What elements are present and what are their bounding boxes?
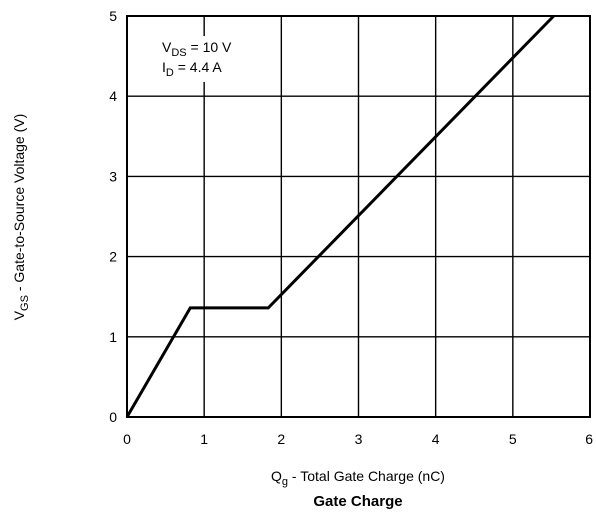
annotation-background — [157, 36, 233, 82]
x-axis-label: Qg - Total Gate Charge (nC) — [271, 468, 445, 488]
x-tick-label: 1 — [200, 431, 208, 447]
grid-lines — [127, 16, 590, 417]
x-tick-label: 4 — [432, 431, 440, 447]
y-tick-label: 0 — [109, 409, 117, 425]
plot-frame — [126, 15, 591, 418]
x-tick-labels: 0 1 2 3 4 5 6 — [123, 431, 593, 447]
series-line — [125, 14, 555, 418]
y-axis-label: VGS - Gate-to-Source Voltage (V) — [11, 114, 31, 321]
annotation-id: ID = 4.4 A — [162, 59, 222, 79]
y-tick-label: 4 — [109, 88, 117, 104]
chart-title: Gate Charge — [313, 493, 402, 510]
y-tick-label: 2 — [109, 249, 117, 265]
series-layer — [125, 14, 555, 418]
annotation-box: VDS = 10 V ID = 4.4 A — [157, 36, 233, 82]
y-tick-label: 5 — [109, 8, 117, 24]
x-tick-label: 3 — [355, 431, 363, 447]
annotation-vds: VDS = 10 V — [162, 39, 232, 59]
x-tick-label: 6 — [585, 431, 593, 447]
x-tick-label: 5 — [509, 431, 517, 447]
x-tick-label: 0 — [123, 431, 131, 447]
x-tick-label: 2 — [277, 431, 285, 447]
y-tick-label: 1 — [109, 329, 117, 345]
y-tick-label: 3 — [109, 168, 117, 184]
y-tick-labels: 0 1 2 3 4 5 — [109, 8, 117, 425]
